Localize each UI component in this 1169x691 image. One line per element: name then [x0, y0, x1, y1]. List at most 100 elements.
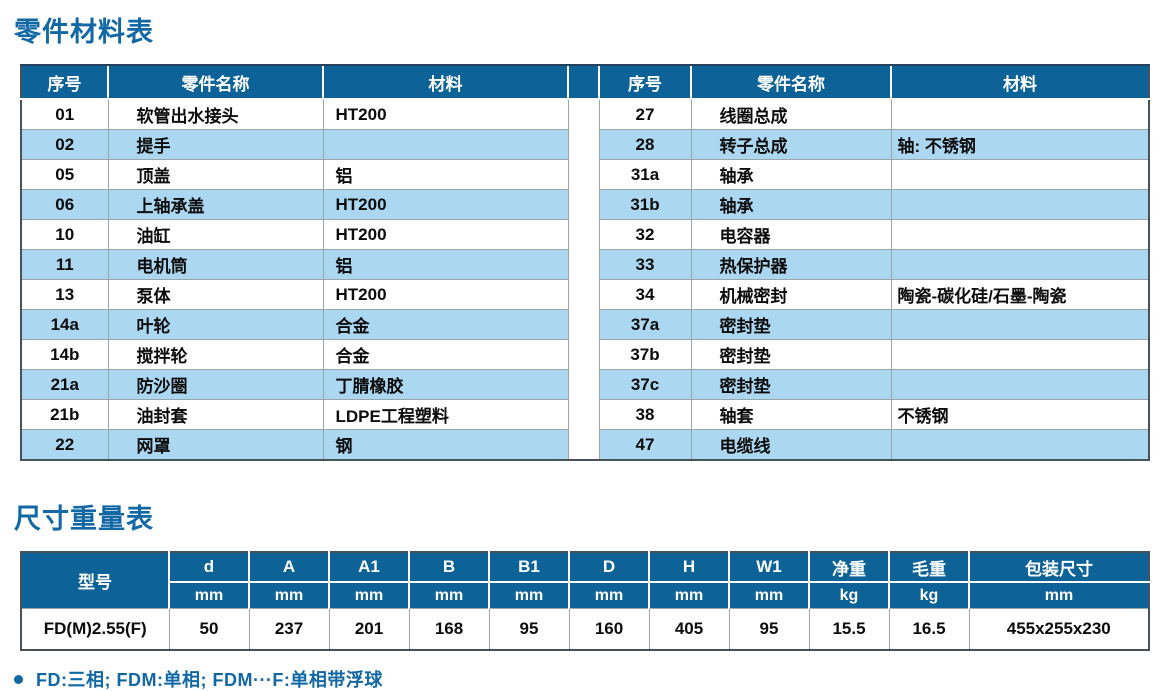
part-name-cell: 软管出水接头 [107, 98, 324, 130]
col-header-no-left: 序号 [21, 64, 108, 100]
part-material-cell: HT200 [322, 219, 569, 250]
dim-value-cell: 455x255x230 [968, 608, 1150, 651]
part-no-cell: 37b [598, 339, 692, 370]
part-material-cell [890, 339, 1150, 370]
part-material-cell [890, 219, 1150, 250]
col-header-material-right: 材料 [890, 64, 1149, 100]
part-no-cell: 21a [20, 369, 109, 400]
dim-col-header: A1 [328, 552, 409, 582]
part-material-cell [890, 159, 1150, 190]
part-name-cell: 轴套 [690, 399, 892, 430]
part-name-cell: 轴承 [690, 159, 892, 190]
part-name-cell: 搅拌轮 [107, 339, 324, 370]
dims-header-letters-row: 型号 d A A1 B B1 D H W1 净重 毛重 包装尺寸 [21, 552, 1149, 609]
dimension-weight-table-title: 尺寸重量表 [14, 504, 154, 534]
part-name-cell: 密封垫 [690, 339, 892, 370]
dim-col-header: W1 [728, 552, 809, 582]
part-name-cell: 电容器 [690, 219, 892, 250]
part-name-cell: 机械密封 [690, 279, 892, 310]
part-no-cell: 31b [598, 189, 692, 220]
part-name-cell: 轴承 [690, 189, 892, 220]
part-no-cell: 34 [598, 279, 692, 310]
dim-value-cell: 201 [328, 608, 410, 651]
part-material-cell: 合金 [322, 309, 569, 340]
dim-unit-header: mm [648, 581, 729, 609]
dim-value-cell: 405 [648, 608, 730, 651]
part-name-cell: 提手 [107, 129, 324, 160]
part-name-cell: 线圈总成 [690, 98, 892, 130]
part-no-cell: 05 [20, 159, 109, 190]
parts-table-header-row: 序号 零件名称 材料 序号 零件名称 材料 [21, 64, 1149, 100]
dims-header-units-row: mm mm mm mm mm mm mm mm kg kg mm [21, 581, 1149, 609]
dim-value-cell: 237 [248, 608, 330, 651]
part-name-cell: 电缆线 [690, 429, 892, 461]
spacer-header-cell [567, 64, 599, 100]
part-no-cell: 28 [598, 129, 692, 160]
dim-unit-header: mm [248, 581, 329, 609]
table-row: 06 上轴承盖 HT200 31b 轴承 [20, 189, 1150, 220]
part-no-cell: 11 [20, 249, 109, 280]
dim-value-cell: 50 [168, 608, 250, 651]
part-material-cell [890, 189, 1150, 220]
dim-col-header: B [408, 552, 489, 582]
part-no-cell: 01 [20, 98, 109, 130]
dim-unit-header: mm [488, 581, 569, 609]
part-name-cell: 泵体 [107, 279, 324, 310]
part-material-cell [890, 369, 1150, 400]
dim-col-header: H [648, 552, 729, 582]
dim-value-cell: 168 [408, 608, 490, 651]
table-spacer-column [567, 98, 600, 460]
table-row: 14b 搅拌轮 合金 37b 密封垫 [20, 339, 1150, 370]
table-row: 13 泵体 HT200 34 机械密封 陶瓷-碳化硅/石墨-陶瓷 [20, 279, 1150, 310]
dim-col-header: 毛重 [888, 552, 969, 582]
part-no-cell: 37a [598, 309, 692, 340]
part-material-cell: HT200 [322, 189, 569, 220]
part-material-cell [890, 429, 1150, 461]
part-material-cell: 不锈钢 [890, 399, 1150, 430]
part-no-cell: 02 [20, 129, 109, 160]
part-name-cell: 顶盖 [107, 159, 324, 190]
part-no-cell: 13 [20, 279, 109, 310]
col-header-name-right: 零件名称 [690, 64, 891, 100]
part-no-cell: 38 [598, 399, 692, 430]
part-no-cell: 33 [598, 249, 692, 280]
model-legend-note: FD:三相; FDM:单相; FDM···F:单相带浮球 [14, 666, 1169, 691]
part-material-cell: 陶瓷-碳化硅/石墨-陶瓷 [890, 279, 1150, 310]
part-material-cell [322, 129, 569, 160]
dim-value-cell: 160 [568, 608, 650, 651]
model-legend-text: FD:三相; FDM:单相; FDM···F:单相带浮球 [36, 670, 383, 690]
table-row: 21a 防沙圈 丁腈橡胶 37c 密封垫 [20, 369, 1150, 400]
part-no-cell: 32 [598, 219, 692, 250]
dim-unit-header: mm [568, 581, 649, 609]
part-name-cell: 密封垫 [690, 369, 892, 400]
col-header-no-right: 序号 [598, 64, 691, 100]
part-material-cell [890, 249, 1150, 280]
part-name-cell: 网罩 [107, 429, 324, 461]
dim-value-cell: 95 [728, 608, 810, 651]
part-material-cell [890, 309, 1150, 340]
table-row: 02 提手 28 转子总成 轴: 不锈钢 [20, 129, 1150, 160]
dim-unit-header: mm [968, 581, 1149, 609]
part-no-cell: 47 [598, 429, 692, 461]
dim-unit-header: mm [408, 581, 489, 609]
dim-unit-header: kg [888, 581, 969, 609]
part-no-cell: 22 [20, 429, 109, 461]
part-name-cell: 上轴承盖 [107, 189, 324, 220]
parts-material-table: 序号 零件名称 材料 序号 零件名称 材料 01 软管出水接头 HT200 27… [20, 64, 1150, 461]
part-name-cell: 密封垫 [690, 309, 892, 340]
table-row: 05 顶盖 铝 31a 轴承 [20, 159, 1150, 190]
part-name-cell: 热保护器 [690, 249, 892, 280]
part-material-cell: 合金 [322, 339, 569, 370]
part-material-cell [890, 98, 1150, 130]
bullet-icon [14, 674, 23, 684]
part-no-cell: 06 [20, 189, 109, 220]
model-cell: FD(M)2.55(F) [20, 608, 170, 651]
part-material-cell: 铝 [322, 159, 569, 190]
part-material-cell: 轴: 不锈钢 [890, 129, 1150, 160]
part-name-cell: 叶轮 [107, 309, 324, 340]
dim-unit-header: mm [168, 581, 249, 609]
part-no-cell: 14b [20, 339, 109, 370]
dim-unit-header: mm [328, 581, 409, 609]
part-no-cell: 10 [20, 219, 109, 250]
